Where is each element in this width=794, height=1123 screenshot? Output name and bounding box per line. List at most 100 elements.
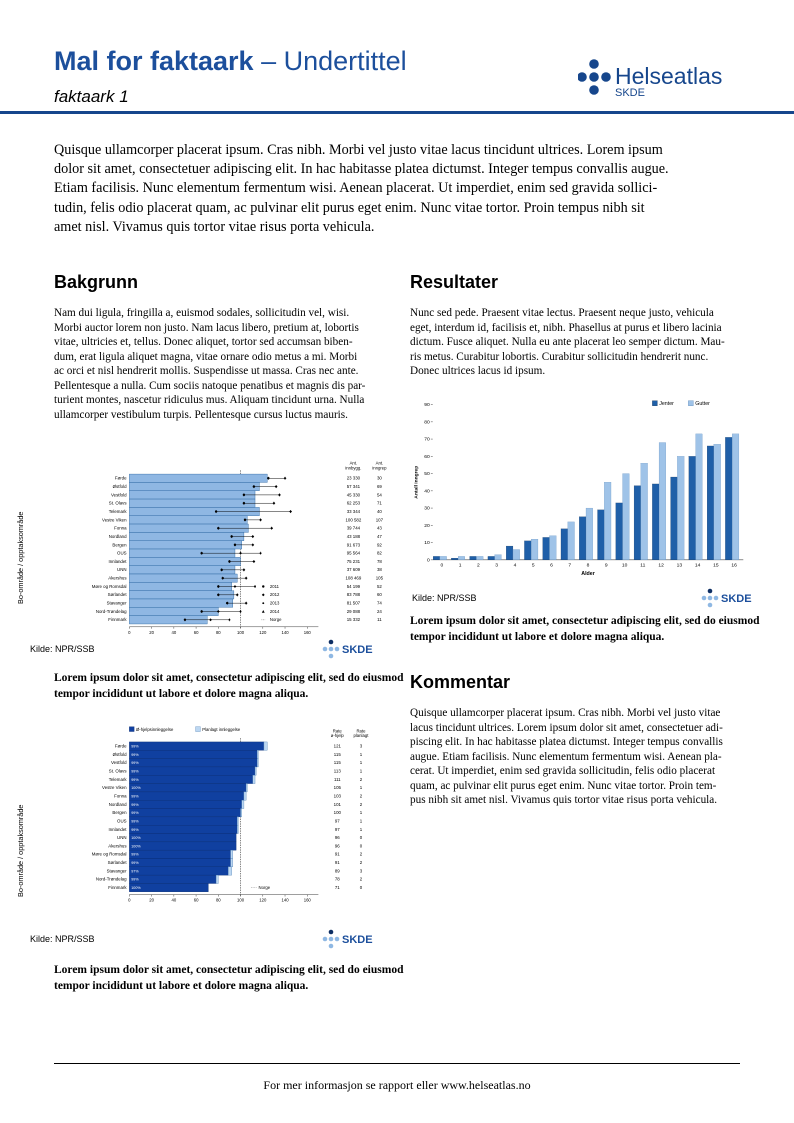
svg-text:1: 1 bbox=[360, 752, 363, 757]
svg-text:40: 40 bbox=[171, 630, 176, 635]
svg-text:37 609: 37 609 bbox=[347, 567, 361, 572]
svg-text:Rate: Rate bbox=[333, 728, 343, 733]
svg-text:SKDE: SKDE bbox=[342, 644, 373, 656]
svg-text:69: 69 bbox=[377, 484, 382, 489]
svg-text:71: 71 bbox=[377, 501, 382, 506]
svg-text:UNN: UNN bbox=[117, 567, 126, 572]
svg-text:60: 60 bbox=[194, 630, 199, 635]
svg-text:0: 0 bbox=[360, 835, 363, 840]
svg-text:115: 115 bbox=[334, 752, 342, 757]
svg-text:20: 20 bbox=[424, 523, 430, 529]
svg-text:SKDE: SKDE bbox=[342, 934, 373, 946]
svg-text:innbygg.: innbygg. bbox=[345, 465, 361, 470]
svg-text:0: 0 bbox=[128, 898, 131, 903]
svg-text:Østfold: Østfold bbox=[113, 752, 127, 757]
svg-text:SKDE: SKDE bbox=[721, 593, 752, 605]
svg-text:10: 10 bbox=[622, 563, 628, 569]
svg-text:105: 105 bbox=[376, 576, 384, 581]
svg-text:100 582: 100 582 bbox=[345, 517, 361, 522]
svg-text:99%: 99% bbox=[131, 745, 139, 749]
svg-text:Fonna: Fonna bbox=[114, 793, 127, 798]
svg-text:107: 107 bbox=[376, 517, 384, 522]
svg-text:81 507: 81 507 bbox=[347, 601, 361, 606]
svg-text:96: 96 bbox=[335, 835, 340, 840]
svg-text:1: 1 bbox=[360, 827, 363, 832]
svg-text:97: 97 bbox=[335, 827, 340, 832]
svg-text:15: 15 bbox=[713, 563, 719, 569]
svg-text:91: 91 bbox=[335, 860, 340, 865]
svg-text:75 231: 75 231 bbox=[347, 559, 361, 564]
svg-text:99%: 99% bbox=[131, 778, 139, 782]
svg-text:43: 43 bbox=[377, 526, 382, 531]
svg-text:54: 54 bbox=[377, 492, 382, 497]
svg-text:30: 30 bbox=[377, 476, 382, 481]
svg-text:Ant.: Ant. bbox=[350, 461, 358, 466]
svg-text:OUS: OUS bbox=[117, 818, 127, 823]
svg-text:39 744: 39 744 bbox=[347, 526, 361, 531]
svg-text:inngrep: inngrep bbox=[372, 465, 387, 470]
svg-text:80: 80 bbox=[216, 898, 221, 903]
svg-text:103: 103 bbox=[334, 793, 342, 798]
svg-text:Sørlandet: Sørlandet bbox=[108, 860, 128, 865]
svg-text:Finnmark: Finnmark bbox=[108, 617, 127, 622]
svg-text:23 330: 23 330 bbox=[347, 476, 361, 481]
svg-text:2012: 2012 bbox=[270, 592, 280, 597]
svg-text:160: 160 bbox=[304, 630, 312, 635]
svg-text:0: 0 bbox=[128, 630, 131, 635]
svg-text:80: 80 bbox=[216, 630, 221, 635]
svg-text:99%: 99% bbox=[131, 769, 139, 773]
svg-text:Akershus: Akershus bbox=[108, 576, 127, 581]
svg-text:92: 92 bbox=[377, 542, 382, 547]
svg-text:6: 6 bbox=[550, 563, 553, 569]
svg-text:95 564: 95 564 bbox=[347, 551, 361, 556]
svg-text:Telemark: Telemark bbox=[109, 509, 128, 514]
svg-text:11: 11 bbox=[377, 617, 382, 622]
svg-text:99%: 99% bbox=[131, 861, 139, 865]
svg-text:101: 101 bbox=[334, 802, 342, 807]
svg-text:97%: 97% bbox=[131, 869, 139, 873]
svg-text:9: 9 bbox=[605, 563, 608, 569]
svg-text:14: 14 bbox=[695, 563, 701, 569]
svg-text:115: 115 bbox=[334, 760, 342, 765]
svg-text:2: 2 bbox=[360, 793, 363, 798]
svg-text:2: 2 bbox=[360, 802, 363, 807]
svg-text:100%: 100% bbox=[131, 786, 141, 790]
svg-text:52: 52 bbox=[377, 584, 382, 589]
svg-text:Finnmark: Finnmark bbox=[108, 885, 127, 890]
svg-text:54 199: 54 199 bbox=[347, 584, 361, 589]
svg-text:74: 74 bbox=[377, 601, 382, 606]
svg-text:UNN: UNN bbox=[117, 835, 126, 840]
svg-text:40: 40 bbox=[424, 488, 430, 494]
svg-text:Akershus: Akershus bbox=[108, 843, 127, 848]
svg-text:3: 3 bbox=[495, 563, 498, 569]
svg-text:100%: 100% bbox=[131, 844, 141, 848]
svg-text:Vestre Viken: Vestre Viken bbox=[102, 785, 127, 790]
svg-text:20: 20 bbox=[149, 630, 154, 635]
svg-text:0: 0 bbox=[441, 563, 444, 569]
svg-text:1: 1 bbox=[360, 810, 363, 815]
svg-text:91: 91 bbox=[335, 852, 340, 857]
svg-text:10: 10 bbox=[424, 540, 430, 546]
svg-text:planlagt: planlagt bbox=[354, 733, 370, 738]
svg-text:97: 97 bbox=[335, 818, 340, 823]
svg-text:Møre og Romsdal: Møre og Romsdal bbox=[92, 852, 127, 857]
svg-text:89: 89 bbox=[335, 868, 340, 873]
svg-text:57 341: 57 341 bbox=[347, 484, 361, 489]
svg-text:82: 82 bbox=[377, 551, 382, 556]
svg-text:60: 60 bbox=[377, 592, 382, 597]
svg-text:OUS: OUS bbox=[117, 551, 127, 556]
svg-text:113: 113 bbox=[334, 768, 342, 773]
svg-text:60: 60 bbox=[424, 454, 430, 460]
svg-text:100: 100 bbox=[334, 810, 342, 815]
svg-text:43 188: 43 188 bbox=[347, 534, 361, 539]
svg-text:47: 47 bbox=[377, 534, 382, 539]
svg-text:13: 13 bbox=[677, 563, 683, 569]
svg-text:2011: 2011 bbox=[270, 584, 280, 589]
svg-text:99%: 99% bbox=[131, 878, 139, 882]
svg-text:3: 3 bbox=[360, 868, 363, 873]
svg-text:70: 70 bbox=[424, 437, 430, 443]
svg-text:108 469: 108 469 bbox=[345, 576, 361, 581]
svg-text:Alder: Alder bbox=[581, 571, 595, 577]
svg-text:83 788: 83 788 bbox=[347, 592, 361, 597]
svg-text:Gutter: Gutter bbox=[695, 401, 710, 407]
